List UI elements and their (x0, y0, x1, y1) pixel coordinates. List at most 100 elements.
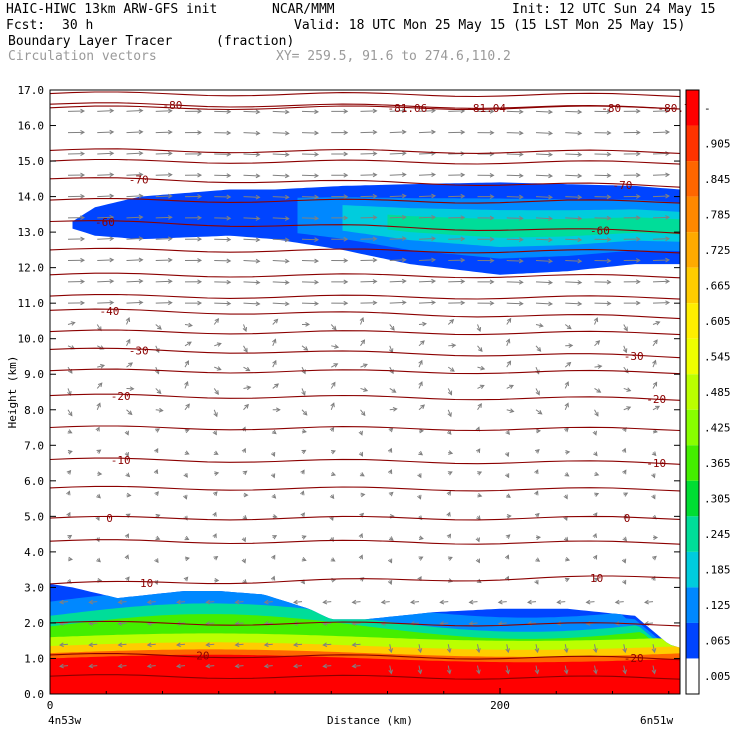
vector-arrow (506, 194, 524, 200)
vector-arrow (155, 345, 160, 354)
y-tick-label: 7.0 (24, 439, 44, 452)
vector-arrow (126, 300, 144, 305)
vector-arrow (565, 152, 583, 157)
boundary-layer-fill (50, 583, 680, 694)
vector-arrow (652, 381, 658, 389)
vector-arrow (652, 108, 671, 114)
vector-arrow (184, 300, 203, 306)
vector-arrow (184, 535, 190, 541)
vector-arrow (564, 324, 572, 330)
contour-label: -30 (129, 344, 149, 357)
vector-arrow (360, 257, 378, 263)
field-name: Boundary Layer Tracer (8, 34, 173, 49)
vector-arrow (66, 469, 72, 475)
vector-arrow (330, 449, 336, 455)
x-end-location: 6n51w (640, 714, 673, 727)
y-tick-label: 5.0 (24, 510, 44, 523)
vector-arrow (594, 364, 603, 369)
vector-arrow (506, 173, 524, 179)
y-tick-label: 8.0 (24, 404, 44, 417)
vector-arrow (272, 514, 278, 519)
cross-section-coords: XY= 259.5, 91.6 to 274.6,110.2 (276, 49, 511, 64)
vector-arrow (477, 345, 483, 353)
vector-arrow (593, 317, 599, 325)
vector-arrow (594, 151, 612, 157)
vector-arrow (623, 492, 629, 497)
contour-label: 10 (590, 572, 603, 585)
vector-arrow (535, 345, 542, 352)
vector-arrow (301, 237, 320, 242)
vector-arrow (67, 193, 86, 199)
vector-arrow (301, 409, 308, 416)
field-units: (fraction) (216, 34, 295, 49)
vector-arrow (153, 469, 159, 475)
forecast-value: 30 h (62, 18, 94, 33)
vector-arrow (146, 663, 156, 669)
vector-arrow (476, 515, 481, 521)
vectors-label: Circulation vectors (8, 49, 157, 64)
colorbar-label: .005 (704, 670, 731, 683)
y-tick-label: 11.0 (18, 297, 45, 310)
vector-arrow (622, 469, 627, 475)
vector-arrow (504, 452, 510, 458)
vector-arrow (293, 663, 303, 669)
vector-arrow (389, 193, 407, 199)
vector-arrow (126, 278, 144, 284)
vector-arrow (272, 258, 290, 264)
vector-arrow (124, 452, 129, 458)
colorbar-swatch (686, 374, 699, 410)
vector-arrow (651, 665, 657, 675)
y-tick-label: 6.0 (24, 475, 44, 488)
vector-arrow (67, 300, 86, 306)
vector-arrow (272, 280, 290, 285)
vector-arrow (67, 172, 86, 178)
temperature-contour-line (49, 652, 681, 661)
vector-arrow (477, 279, 495, 285)
vector-arrow (97, 278, 115, 284)
vector-arrow (418, 321, 427, 327)
vector-arrow (387, 558, 393, 564)
vector-arrow (621, 447, 627, 453)
vector-arrow (505, 430, 510, 435)
vector-arrow (477, 365, 486, 371)
valid-time: Valid: 18 UTC Mon 25 May 15 (15 LST Mon … (294, 18, 686, 33)
vector-arrow (184, 194, 203, 199)
vector-arrow (243, 301, 261, 307)
vector-arrow (389, 129, 407, 135)
vector-arrow (564, 381, 569, 389)
vector-arrow (243, 366, 251, 372)
colorbar-swatch (686, 516, 699, 552)
vector-arrow (622, 536, 628, 542)
colorbar-swatch (686, 587, 699, 623)
vector-arrow (585, 599, 595, 605)
vector-arrow (330, 557, 336, 562)
vector-arrow (184, 403, 190, 411)
vector-arrow (534, 469, 539, 475)
vector-arrow (301, 388, 306, 396)
vector-arrow (564, 402, 569, 410)
x-tick-label: 0 (47, 699, 54, 712)
vector-arrow (418, 535, 424, 541)
vector-arrow (534, 579, 539, 585)
vector-arrow (534, 449, 540, 454)
contour-label: -60 (95, 216, 115, 229)
vector-arrow (331, 279, 349, 285)
vector-arrow (126, 108, 144, 114)
vector-arrow (623, 151, 641, 157)
vector-arrow (477, 236, 495, 242)
vector-arrow (97, 108, 115, 114)
vector-arrow (96, 557, 101, 563)
vector-arrow (621, 579, 627, 585)
vector-arrow (146, 642, 156, 648)
y-tick-label: 13.0 (18, 226, 45, 239)
x-start-location: 4n53w (48, 714, 81, 727)
vector-arrow (330, 381, 336, 389)
vector-arrow (506, 109, 524, 115)
vector-arrow (293, 642, 303, 648)
vector-arrow (652, 279, 671, 284)
vector-arrow (614, 599, 624, 605)
vector-arrow (360, 387, 369, 392)
vector-arrow (652, 535, 659, 541)
vector-arrow (155, 236, 173, 242)
vector-arrow (535, 535, 542, 540)
